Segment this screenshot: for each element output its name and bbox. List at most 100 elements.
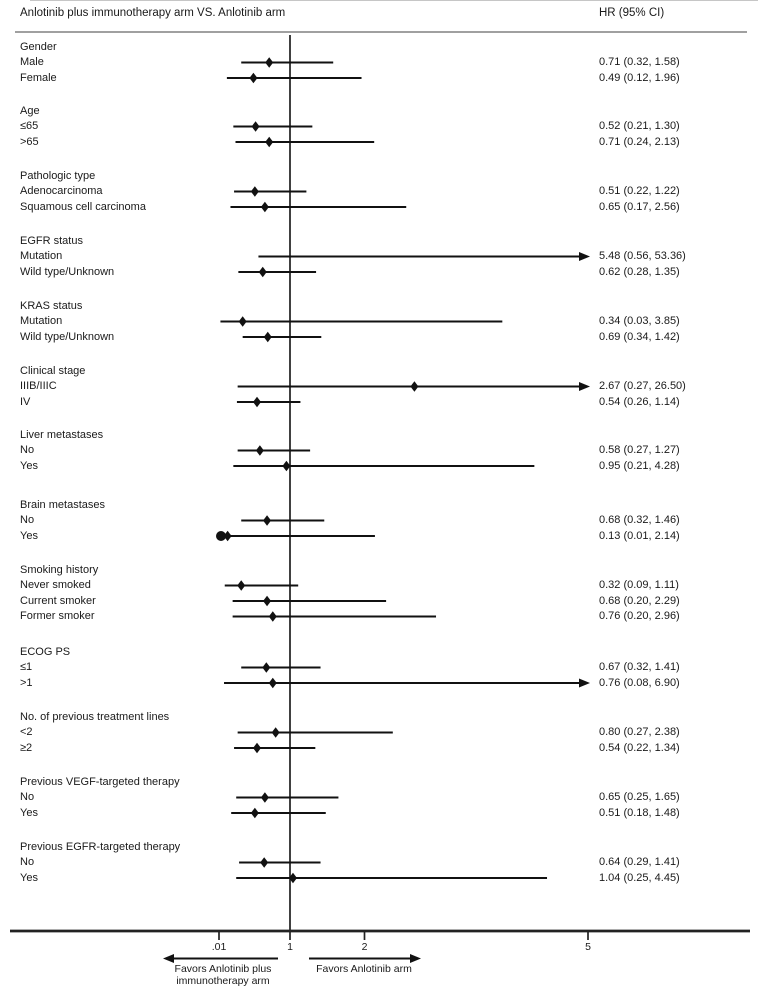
point-estimate-diamond: [410, 381, 419, 392]
hr-ci-value: 0.68 (0.20, 2.29): [599, 594, 680, 607]
favors-left-label-line1: Favors Anlotinib plus: [174, 963, 272, 975]
group-label: Previous EGFR-targeted therapy: [20, 840, 181, 853]
point-estimate-diamond: [263, 331, 272, 343]
point-estimate-diamond: [282, 460, 291, 472]
item-label: Yes: [20, 871, 38, 884]
favors-right-arrow-head: [410, 954, 421, 963]
point-estimate-diamond: [223, 530, 232, 542]
point-estimate-diamond: [268, 611, 277, 622]
group-label: Gender: [20, 40, 57, 53]
hr-ci-value: 0.69 (0.34, 1.42): [599, 330, 680, 343]
group-label: ECOG PS: [20, 645, 71, 658]
point-estimate-diamond: [265, 136, 274, 148]
ci-arrow-head: [579, 382, 590, 391]
hr-ci-value: 0.51 (0.18, 1.48): [599, 806, 680, 819]
group-label: KRAS status: [20, 299, 83, 312]
hr-ci-value: 0.32 (0.09, 1.11): [599, 579, 679, 591]
group-label: Liver metastases: [20, 428, 104, 441]
hr-ci-value: 0.34 (0.03, 3.85): [599, 315, 680, 327]
point-estimate-diamond: [262, 662, 271, 673]
item-label: Never smoked: [20, 579, 91, 591]
item-label: Wild type/Unknown: [20, 330, 115, 343]
item-label: ≤1: [20, 661, 33, 673]
hr-ci-value: 0.71 (0.24, 2.13): [599, 135, 680, 148]
item-label: No: [20, 444, 35, 456]
group-label: Brain metastases: [20, 498, 105, 511]
point-estimate-diamond: [253, 742, 262, 754]
point-estimate-diamond: [250, 186, 259, 197]
point-estimate-diamond: [271, 727, 280, 738]
point-estimate-diamond: [251, 121, 260, 132]
item-label: ≥2: [20, 741, 33, 754]
point-estimate-diamond: [268, 677, 277, 689]
hr-ci-value: 0.80 (0.27, 2.38): [599, 726, 680, 738]
item-label: Mutation: [20, 250, 63, 262]
point-estimate-diamond: [249, 72, 258, 84]
point-estimate-diamond: [258, 266, 267, 278]
hr-ci-value: 0.68 (0.32, 1.46): [599, 514, 680, 526]
group-label: Previous VEGF-targeted therapy: [20, 775, 180, 788]
point-estimate-diamond: [253, 396, 262, 408]
item-label: >65: [20, 135, 39, 148]
item-label: Yes: [20, 806, 38, 819]
point-estimate-diamond: [237, 580, 246, 591]
item-label: IIIB/IIIC: [20, 380, 57, 392]
hr-ci-value: 0.62 (0.28, 1.35): [599, 265, 680, 278]
point-estimate-diamond: [263, 595, 272, 607]
x-axis-tick-label: 1: [287, 941, 293, 953]
point-estimate-diamond: [288, 872, 297, 884]
x-axis-tick-label: .01: [211, 941, 227, 953]
hr-column-header: HR (95% CI): [599, 7, 665, 19]
item-label: No: [20, 514, 35, 526]
item-label: IV: [20, 395, 31, 408]
favors-right-label: Favors Anlotinib arm: [316, 963, 412, 975]
group-label: No. of previous treatment lines: [20, 710, 170, 723]
item-label: Squamous cell carcinoma: [20, 200, 146, 213]
hr-ci-value: 0.76 (0.08, 6.90): [599, 676, 680, 689]
hr-ci-value: 0.51 (0.22, 1.22): [599, 185, 680, 197]
hr-ci-value: 0.76 (0.20, 2.96): [599, 610, 680, 622]
hr-ci-value: 0.13 (0.01, 2.14): [599, 529, 680, 542]
hr-ci-value: 0.64 (0.29, 1.41): [599, 856, 680, 868]
plot-title: Anlotinib plus immunotherapy arm VS. Anl…: [20, 7, 286, 19]
hr-ci-value: 0.65 (0.25, 1.65): [599, 791, 680, 803]
hr-ci-value: 0.54 (0.26, 1.14): [599, 395, 680, 408]
ci-arrow-head: [579, 678, 590, 688]
point-estimate-diamond: [260, 857, 269, 868]
hr-ci-value: 0.67 (0.32, 1.41): [599, 661, 680, 673]
group-label: Smoking history: [20, 563, 99, 576]
point-estimate-diamond: [265, 57, 274, 68]
item-label: Adenocarcinoma: [20, 185, 103, 197]
header-separator-line: [15, 31, 747, 34]
favors-left-arrow-head: [163, 954, 174, 963]
hr-ci-value: 1.04 (0.25, 4.45): [599, 871, 680, 884]
item-label: No: [20, 856, 35, 868]
group-label: Clinical stage: [20, 364, 86, 377]
item-label: Yes: [20, 529, 38, 542]
item-label: No: [20, 791, 35, 803]
hr-ci-value: 5.48 (0.56, 53.36): [599, 250, 686, 262]
hr-ci-value: 0.58 (0.27, 1.27): [599, 444, 680, 456]
hr-ci-value: 0.52 (0.21, 1.30): [599, 120, 680, 132]
hr-ci-value: 0.65 (0.17, 2.56): [599, 200, 680, 213]
hr-ci-value: 0.49 (0.12, 1.96): [599, 71, 680, 84]
figure-top-border: [30, 0, 758, 1]
point-estimate-diamond: [255, 445, 264, 456]
item-label: <2: [20, 726, 33, 738]
clamped-lower-ci-dot: [216, 531, 226, 541]
point-estimate-diamond: [263, 515, 272, 526]
point-estimate-diamond: [260, 792, 269, 803]
group-label: Age: [20, 104, 40, 117]
item-label: Yes: [20, 459, 38, 472]
item-label: >1: [20, 676, 33, 689]
point-estimate-diamond: [238, 316, 247, 327]
item-label: Mutation: [20, 315, 63, 327]
hr-ci-value: 0.54 (0.22, 1.34): [599, 741, 680, 754]
group-label: EGFR status: [20, 234, 83, 247]
point-estimate-diamond: [260, 201, 269, 213]
x-axis-tick-label: 5: [585, 941, 591, 953]
x-axis-tick-label: 2: [361, 941, 368, 953]
item-label: ≤65: [20, 120, 39, 132]
